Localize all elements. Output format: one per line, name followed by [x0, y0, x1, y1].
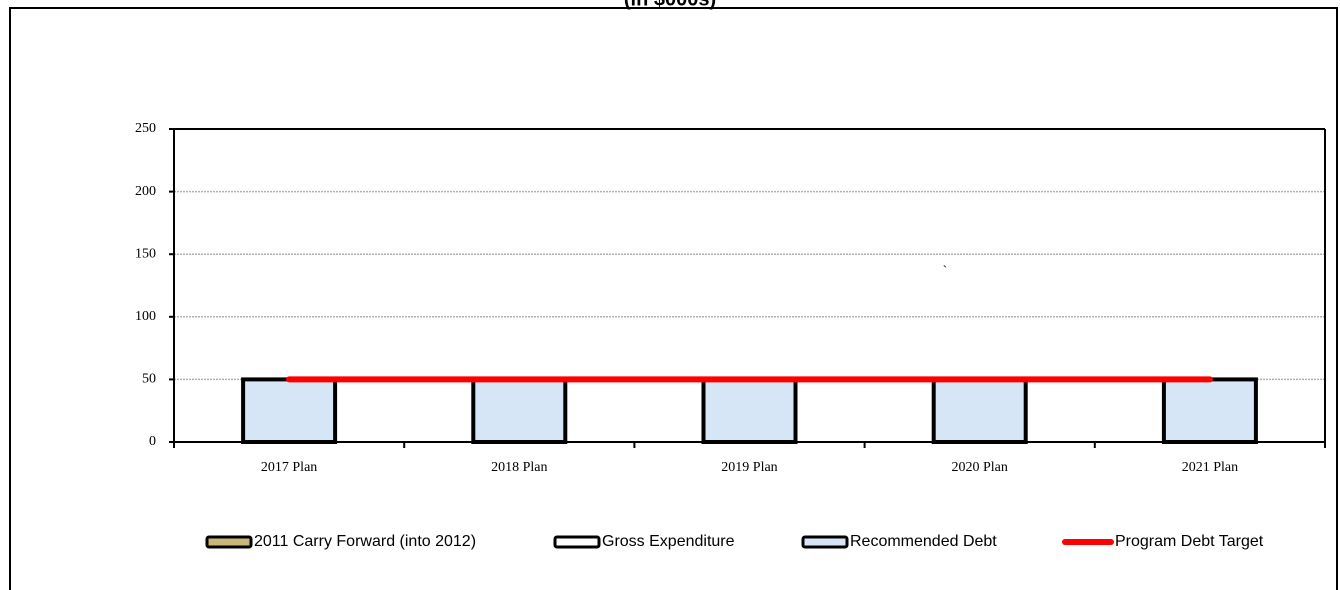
y-tick-label: 150 — [135, 246, 156, 261]
x-tick-label: 2020 Plan — [952, 460, 1008, 475]
legend-label: Program Debt Target — [1115, 533, 1264, 550]
y-tick-label: 0 — [149, 434, 156, 449]
legend-label: Gross Expenditure — [602, 533, 735, 550]
legend-swatch — [801, 535, 849, 549]
legend-swatch — [205, 535, 253, 549]
chart-title: (in $000s) — [624, 0, 716, 10]
bar — [933, 379, 1026, 442]
bar — [703, 379, 796, 442]
annotation: ` — [943, 264, 948, 279]
legend-label: Recommended Debt — [850, 533, 997, 550]
y-tick-label: 100 — [135, 309, 156, 324]
legend-swatch — [553, 535, 601, 549]
y-tick-label: 250 — [135, 121, 156, 136]
bar — [1163, 379, 1256, 442]
bar — [243, 379, 336, 442]
bar — [473, 379, 566, 442]
chart-frame — [9, 7, 1338, 590]
x-tick-label: 2017 Plan — [261, 460, 317, 475]
y-tick-label: 50 — [142, 372, 156, 387]
x-tick-label: 2021 Plan — [1182, 460, 1238, 475]
y-tick-label: 200 — [135, 184, 156, 199]
x-tick-label: 2019 Plan — [721, 460, 777, 475]
x-tick-label: 2018 Plan — [491, 460, 547, 475]
legend-label: 2011 Carry Forward (into 2012) — [254, 533, 476, 550]
